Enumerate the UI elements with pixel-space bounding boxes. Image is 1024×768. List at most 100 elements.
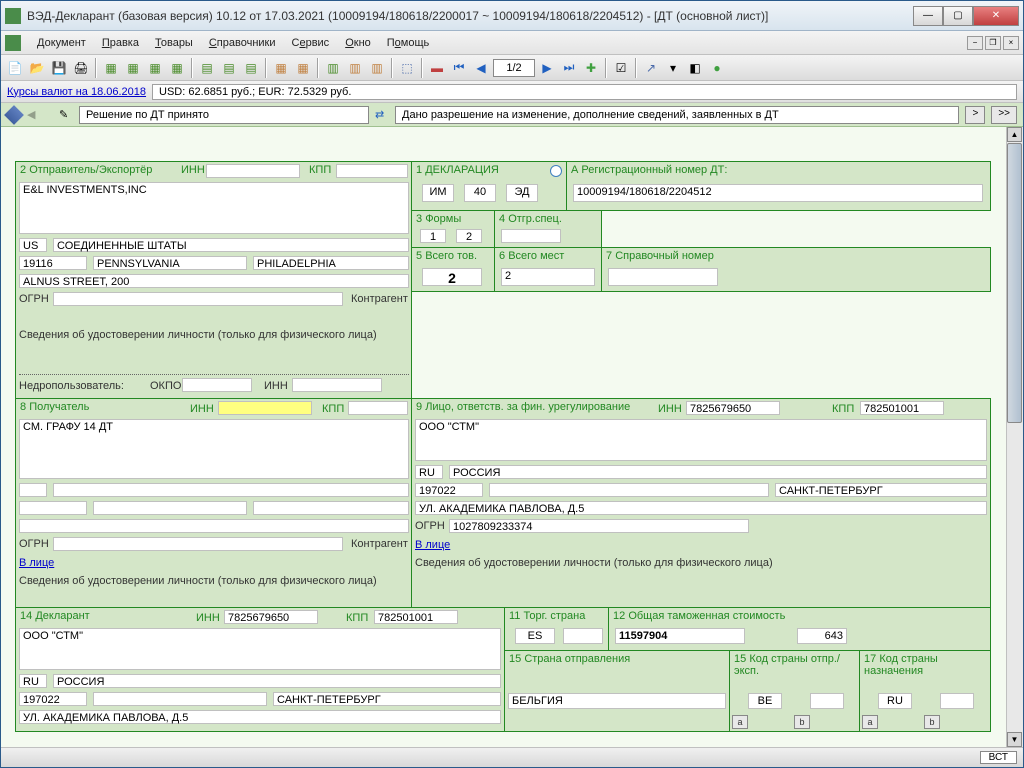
tool1-icon[interactable]: ▾ [663, 58, 683, 78]
sheet3-icon[interactable]: ▦ [145, 58, 165, 78]
s1-v1[interactable]: ИМ [422, 184, 454, 202]
status-next-button[interactable]: > [965, 106, 985, 124]
menu-edit[interactable]: Правка [94, 35, 147, 51]
s8-counterparty[interactable]: Контрагент [351, 538, 408, 550]
s9-cc[interactable]: RU [415, 465, 443, 479]
grid2-icon[interactable]: ▦ [293, 58, 313, 78]
s11-value[interactable]: ES [515, 628, 555, 644]
s15c-value[interactable]: BE [748, 693, 782, 709]
first-icon[interactable]: ⏮ [449, 58, 469, 78]
s5-value[interactable]: 2 [422, 268, 482, 286]
scroll-down-icon[interactable]: ▼ [1007, 732, 1022, 747]
mdi-minimize[interactable]: − [967, 36, 983, 50]
menu-window[interactable]: Окно [337, 35, 379, 51]
print-icon[interactable]: 🖨 [71, 58, 91, 78]
check-icon[interactable]: ☑ [611, 58, 631, 78]
add-icon[interactable]: ✚ [581, 58, 601, 78]
s8-ogrn-field[interactable] [53, 537, 343, 551]
s17c-field2[interactable] [940, 693, 974, 709]
s8-cn[interactable] [53, 483, 409, 497]
s14-postal[interactable]: 197022 [19, 692, 87, 706]
s15-value[interactable]: БЕЛЬГИЯ [508, 693, 726, 709]
s14-inn[interactable]: 7825679650 [224, 610, 318, 624]
s2-region[interactable]: PENNSYLVANIA [93, 256, 247, 270]
s9-kpp-field[interactable]: 782501001 [860, 401, 944, 415]
currency-link[interactable]: Курсы валют на 18.06.2018 [7, 86, 146, 98]
s4-field[interactable] [501, 229, 561, 243]
s9-name[interactable]: ООО "СТМ" [415, 419, 987, 461]
s14-cc[interactable]: RU [19, 674, 47, 688]
s8-ref[interactable]: СМ. ГРАФУ 14 ДТ [19, 419, 409, 479]
last-icon[interactable]: ⏭ [559, 58, 579, 78]
s8-region[interactable] [93, 501, 247, 515]
s1-v3[interactable]: ЭД [506, 184, 538, 202]
next-icon[interactable]: ▶ [537, 58, 557, 78]
s15c-b[interactable]: b [794, 715, 810, 729]
row1-icon[interactable]: ▤ [197, 58, 217, 78]
menu-references[interactable]: Справочники [201, 35, 284, 51]
sheet2-icon[interactable]: ▦ [123, 58, 143, 78]
s2-ogrn-field[interactable] [53, 292, 343, 306]
col1-icon[interactable]: ▥ [323, 58, 343, 78]
menu-service[interactable]: Сервис [284, 35, 338, 51]
s6-value[interactable]: 2 [501, 268, 595, 286]
status-last-button[interactable]: >> [991, 106, 1017, 124]
maximize-button[interactable]: ▢ [943, 6, 973, 26]
wand-icon[interactable]: ✎ [59, 108, 73, 122]
s14-city[interactable]: САНКТ-ПЕТЕРБУРГ [273, 692, 501, 706]
s15c-field2[interactable] [810, 693, 844, 709]
minimize-button[interactable]: — [913, 6, 943, 26]
row3-icon[interactable]: ▤ [241, 58, 261, 78]
s2-country-name[interactable]: СОЕДИНЕННЫЕ ШТАТЫ [53, 238, 409, 252]
tool2-icon[interactable]: ◧ [685, 58, 705, 78]
mdi-close[interactable]: × [1003, 36, 1019, 50]
s9-city[interactable]: САНКТ-ПЕТЕРБУРГ [775, 483, 987, 497]
s2-postal[interactable]: 19116 [19, 256, 87, 270]
s8-kpp-field[interactable] [348, 401, 408, 415]
grid1-icon[interactable]: ▦ [271, 58, 291, 78]
s9-cn[interactable]: РОССИЯ [449, 465, 987, 479]
s14-region[interactable] [93, 692, 267, 706]
s2-inn-field[interactable] [206, 164, 300, 178]
prev-icon[interactable]: ◀ [471, 58, 491, 78]
remove-icon[interactable]: ▬ [427, 58, 447, 78]
open-icon[interactable]: 📂 [27, 58, 47, 78]
menu-document[interactable]: Документ [29, 35, 94, 51]
new-icon[interactable]: 📄 [5, 58, 25, 78]
s8-person-link[interactable]: В лице [19, 557, 54, 569]
s17c-b[interactable]: b [924, 715, 940, 729]
s3-v1[interactable]: 1 [420, 229, 446, 243]
globe-icon[interactable]: ● [707, 58, 727, 78]
mdi-restore[interactable]: ❐ [985, 36, 1001, 50]
s2-inn2-field[interactable] [292, 378, 382, 392]
s2-okpo-field[interactable] [182, 378, 252, 392]
s9-region[interactable] [489, 483, 769, 497]
s8-inn-field[interactable] [218, 401, 312, 415]
s1-v2[interactable]: 40 [464, 184, 496, 202]
xml-icon[interactable]: ⬚ [397, 58, 417, 78]
close-button[interactable]: ✕ [973, 6, 1019, 26]
col2-icon[interactable]: ▥ [345, 58, 365, 78]
scroll-up-icon[interactable]: ▲ [1007, 127, 1022, 142]
menu-goods[interactable]: Товары [147, 35, 201, 51]
s15c-a[interactable]: a [732, 715, 748, 729]
scrollbar-vertical[interactable]: ▲ ▼ [1006, 127, 1023, 747]
s14-cn[interactable]: РОССИЯ [53, 674, 501, 688]
s17c-a[interactable]: a [862, 715, 878, 729]
sheet1-icon[interactable]: ▦ [101, 58, 121, 78]
s9-postal[interactable]: 197022 [415, 483, 483, 497]
nav-diamond-icon[interactable] [4, 105, 24, 125]
export-icon[interactable]: ↗ [641, 58, 661, 78]
sA-value[interactable]: 10009194/180618/2204512 [573, 184, 983, 202]
s14-name[interactable]: ООО "СТМ" [19, 628, 501, 670]
save-icon[interactable]: 💾 [49, 58, 69, 78]
s7-field[interactable] [608, 268, 718, 286]
s2-counterparty[interactable]: Контрагент [351, 293, 408, 305]
s9-inn-field[interactable]: 7825679650 [686, 401, 780, 415]
menu-help[interactable]: Помощь [379, 35, 438, 51]
s9-ogrn[interactable]: 1027809233374 [449, 519, 749, 533]
s17c-value[interactable]: RU [878, 693, 912, 709]
s12-v2[interactable]: 643 [797, 628, 847, 644]
scroll-thumb-v[interactable] [1007, 143, 1022, 423]
s14-kpp[interactable]: 782501001 [374, 610, 458, 624]
